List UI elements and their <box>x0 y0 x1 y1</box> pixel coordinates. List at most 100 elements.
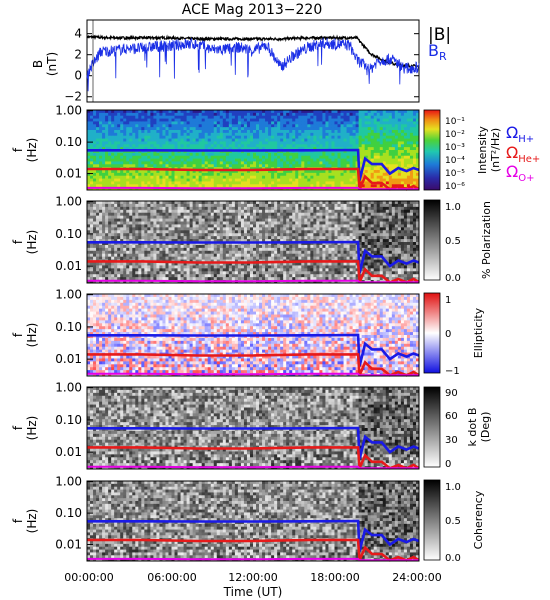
heatmap-cell <box>135 172 139 177</box>
heatmap-cell <box>192 250 197 255</box>
heatmap-cell <box>280 164 284 168</box>
heatmap-cell <box>177 135 181 139</box>
heatmap-cell <box>162 132 166 137</box>
heatmap-cell <box>249 147 254 151</box>
heatmap-cell <box>274 118 278 122</box>
heatmap-cell <box>120 158 124 162</box>
heatmap-cell <box>93 236 97 240</box>
heatmap-cell <box>90 135 94 139</box>
heatmap-cell <box>340 158 344 162</box>
heatmap-cell <box>307 155 311 159</box>
heatmap-cell <box>274 141 278 145</box>
heatmap-cell <box>352 152 357 157</box>
heatmap-cell <box>201 268 206 272</box>
heatmap-cell <box>198 271 203 275</box>
heatmap-cell <box>87 170 91 174</box>
heatmap-cell <box>150 124 154 128</box>
heatmap-cell <box>177 164 181 168</box>
heatmap-cell <box>268 244 272 249</box>
gyrofrequency-He <box>87 167 420 191</box>
heatmap-cell <box>328 155 332 159</box>
heatmap-cell <box>304 138 308 142</box>
heatmap-cell <box>198 124 203 128</box>
heatmap-cell <box>243 253 248 258</box>
heatmap-cell <box>415 141 420 145</box>
heatmap-cell <box>412 118 417 122</box>
heatmap-cell <box>346 155 350 159</box>
heatmap-cell <box>192 227 197 231</box>
heatmap-cell <box>99 112 103 117</box>
heatmap-cell <box>382 138 387 142</box>
heatmap-cell <box>349 172 353 177</box>
heatmap-cell <box>406 112 411 117</box>
heatmap-cell <box>277 178 281 182</box>
heatmap-cell <box>216 181 221 185</box>
heatmap-cell <box>228 250 233 255</box>
heatmap-cell <box>412 130 417 134</box>
heatmap-cell <box>283 253 287 258</box>
heatmap-cell <box>373 164 378 168</box>
heatmap-cell <box>195 144 200 148</box>
heatmap-cell <box>111 110 115 114</box>
heatmap-cell <box>219 218 224 222</box>
heatmap-cell <box>192 127 197 131</box>
heatmap-cell <box>192 124 197 128</box>
heatmap-cell <box>301 130 305 134</box>
heatmap-cell <box>219 152 224 157</box>
heatmap-cell <box>174 144 178 148</box>
heatmap-cell <box>165 256 169 260</box>
heatmap-cell <box>108 138 112 142</box>
heatmap-cell <box>132 124 136 128</box>
heatmap-cell <box>391 141 396 145</box>
heatmap-cell <box>111 227 115 231</box>
heatmap-cell <box>99 184 103 188</box>
heatmap-cell <box>397 155 402 159</box>
heatmap-cell <box>174 141 178 145</box>
heatmap-cell <box>186 244 191 249</box>
heatmap-cell <box>129 172 133 177</box>
heatmap-cell <box>93 135 97 139</box>
heatmap-cell <box>156 161 160 165</box>
heatmap-cell <box>159 239 163 243</box>
heatmap-cell <box>93 212 97 217</box>
heatmap-cell <box>292 118 296 122</box>
heatmap-cell <box>268 178 272 182</box>
heatmap-cell <box>174 247 178 252</box>
heatmap-cell <box>96 209 100 214</box>
heatmap-cell <box>213 268 218 272</box>
heatmap-cell <box>105 221 109 225</box>
heatmap-cell <box>174 175 178 179</box>
heatmap-cell <box>361 147 366 151</box>
heatmap-cell <box>147 132 151 137</box>
heatmap-cell <box>409 135 414 139</box>
heatmap-cell <box>367 132 372 137</box>
heatmap-cell <box>189 115 194 119</box>
heatmap-cell <box>394 175 399 179</box>
heatmap-cell <box>120 110 124 114</box>
heatmap-cell <box>210 203 215 208</box>
heatmap-cell <box>388 144 393 148</box>
heatmap-cell <box>292 164 296 168</box>
heatmap-cell <box>210 178 215 182</box>
heatmap-cell <box>367 181 372 185</box>
heatmap-cell <box>412 110 417 114</box>
heatmap-cell <box>105 124 109 128</box>
heatmap-cell <box>189 271 194 275</box>
heatmap-cell <box>222 184 227 188</box>
heatmap-cell <box>204 253 209 258</box>
heatmap-cell <box>189 172 194 177</box>
heatmap-cell <box>144 239 148 243</box>
heatmap-cell <box>174 212 178 217</box>
heatmap-cell <box>271 203 275 208</box>
heatmap-cell <box>286 230 290 234</box>
heatmap-cell <box>138 236 142 240</box>
heatmap-cell <box>114 124 118 128</box>
heatmap-cell <box>129 227 133 231</box>
heatmap-cell <box>192 152 197 157</box>
heatmap-cell <box>346 158 350 162</box>
heatmap-cell <box>174 206 178 211</box>
heatmap-cell <box>304 152 308 157</box>
heatmap-cell <box>96 150 100 154</box>
heatmap-cell <box>286 206 290 211</box>
heatmap-cell <box>216 256 221 260</box>
